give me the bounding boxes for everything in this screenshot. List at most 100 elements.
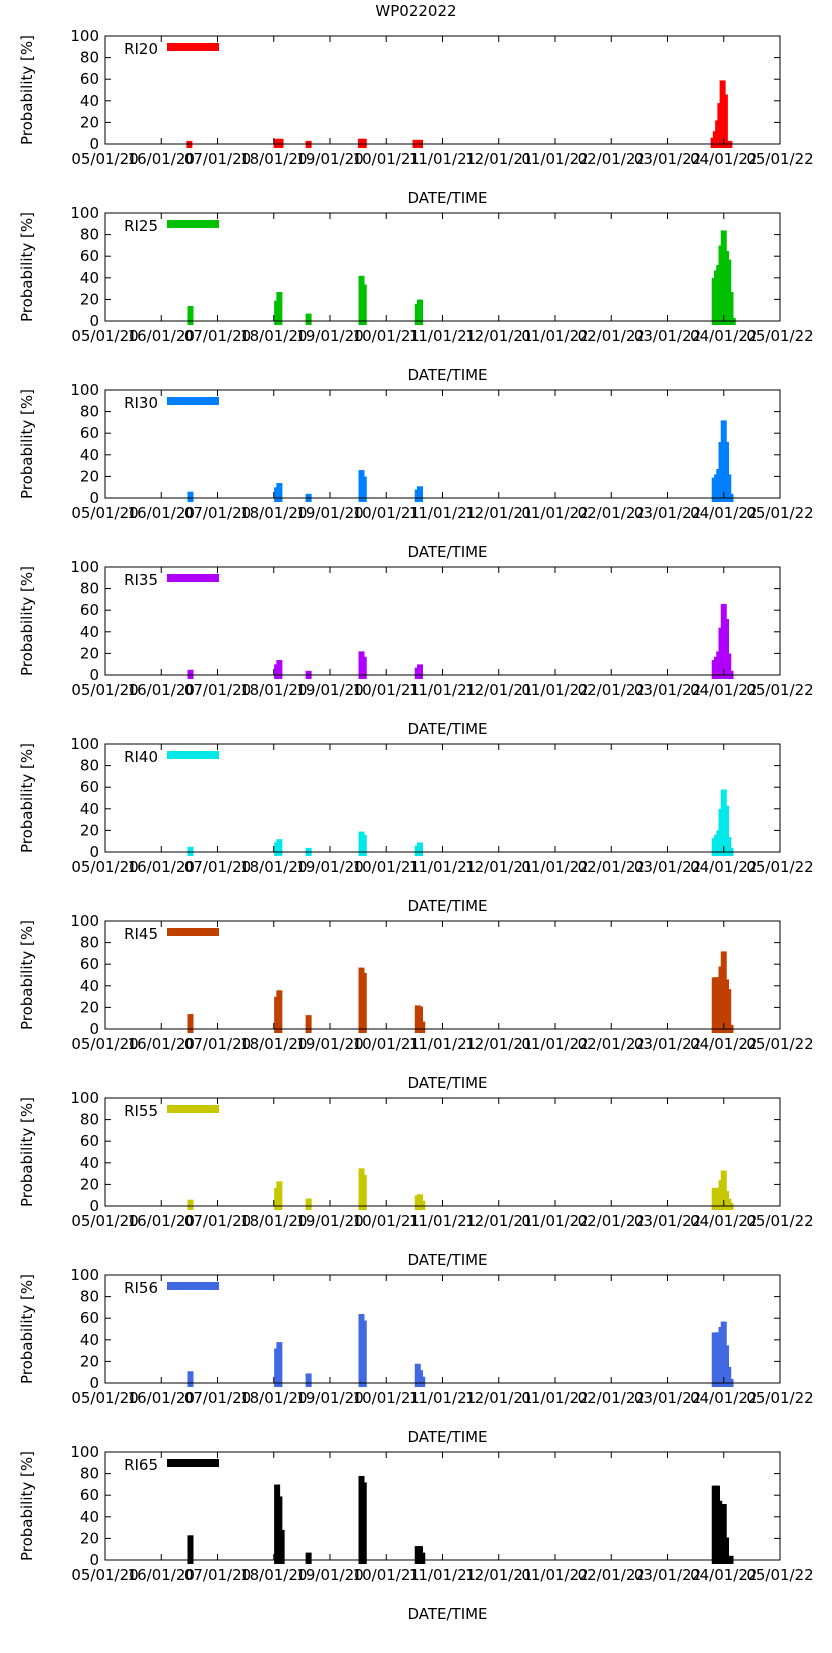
bar bbox=[305, 1015, 312, 1033]
y-axis-label: Probability [%] bbox=[18, 920, 36, 1030]
x-tick-label: 12/01/21 bbox=[465, 858, 532, 876]
x-tick-label: 02/01/22 bbox=[578, 150, 645, 168]
y-tick-label: 60 bbox=[80, 1486, 99, 1504]
y-tick-label: 0 bbox=[89, 666, 99, 684]
bar bbox=[276, 292, 283, 325]
chart-panel-ri30: 0 20 40 60 80 100 05/01/2016/01/2007/01/2018/0… bbox=[18, 381, 814, 561]
x-tick-label: 05/01/22 bbox=[746, 1389, 813, 1407]
bar bbox=[360, 138, 367, 148]
x-tick-label: 03/01/22 bbox=[634, 1212, 701, 1230]
x-axis-label: DATE/TIME bbox=[407, 366, 487, 384]
y-tick-label: 20 bbox=[80, 467, 99, 485]
bar bbox=[360, 834, 367, 856]
bar bbox=[187, 669, 194, 679]
bar bbox=[727, 292, 734, 325]
x-tick-label: 07/01/20 bbox=[184, 681, 251, 699]
y-tick-label: 80 bbox=[80, 1465, 99, 1483]
y-axis-label: Probability [%] bbox=[18, 212, 36, 322]
y-tick-label: 40 bbox=[80, 1508, 99, 1526]
bar bbox=[277, 138, 284, 148]
x-tick-label: 18/01/20 bbox=[240, 504, 307, 522]
y-tick-label: 20 bbox=[80, 821, 99, 839]
x-tick-label: 05/01/22 bbox=[746, 858, 813, 876]
x-tick-label: 16/01/20 bbox=[128, 150, 195, 168]
bar bbox=[187, 1199, 194, 1210]
x-tick-label: 18/01/20 bbox=[240, 1566, 307, 1584]
x-tick-label: 05/01/20 bbox=[71, 1389, 138, 1407]
x-tick-label: 07/01/20 bbox=[184, 504, 251, 522]
y-axis-label: Probability [%] bbox=[18, 566, 36, 676]
bar bbox=[187, 306, 194, 325]
legend-label: RI65 bbox=[124, 1456, 158, 1474]
legend-label: RI45 bbox=[124, 925, 158, 943]
x-tick-label: 04/01/22 bbox=[690, 1389, 757, 1407]
bar bbox=[187, 1535, 194, 1564]
x-tick-label: 18/01/20 bbox=[240, 1212, 307, 1230]
x-tick-label: 16/01/20 bbox=[128, 858, 195, 876]
chart-panel-ri56: 0 20 40 60 80 100 05/01/2016/01/2007/01/2018/0… bbox=[18, 1266, 814, 1446]
y-axis-label: Probability [%] bbox=[18, 35, 36, 145]
x-tick-label: 11/01/21 bbox=[409, 150, 476, 168]
y-axis-label: Probability [%] bbox=[18, 1274, 36, 1384]
x-tick-label: 12/01/21 bbox=[465, 1389, 532, 1407]
x-tick-label: 16/01/20 bbox=[128, 681, 195, 699]
plot-frame bbox=[104, 35, 781, 145]
bar bbox=[187, 1371, 194, 1387]
y-tick-label: 20 bbox=[80, 113, 99, 131]
y-axis-label: Probability [%] bbox=[18, 743, 36, 853]
x-tick-label: 11/01/21 bbox=[409, 504, 476, 522]
y-tick-label: 100 bbox=[70, 735, 99, 753]
bar bbox=[276, 483, 283, 502]
x-axis-label: DATE/TIME bbox=[407, 1074, 487, 1092]
x-tick-label: 03/01/22 bbox=[634, 150, 701, 168]
y-tick-label: 40 bbox=[80, 446, 99, 464]
bar bbox=[187, 491, 194, 502]
x-tick-label: 10/01/21 bbox=[353, 150, 420, 168]
x-tick-label: 16/01/20 bbox=[128, 327, 195, 345]
legend-swatch bbox=[167, 751, 219, 759]
x-tick-label: 05/01/20 bbox=[71, 150, 138, 168]
y-tick-label: 60 bbox=[80, 70, 99, 88]
x-tick-label: 05/01/20 bbox=[71, 1566, 138, 1584]
bar bbox=[419, 1021, 426, 1033]
x-tick-label: 18/01/20 bbox=[240, 327, 307, 345]
x-tick-label: 11/01/21 bbox=[409, 1212, 476, 1230]
x-tick-label: 05/01/20 bbox=[71, 681, 138, 699]
x-tick-label: 10/01/21 bbox=[353, 1035, 420, 1053]
x-tick-label: 05/01/20 bbox=[71, 1212, 138, 1230]
x-tick-label: 19/01/20 bbox=[296, 1389, 363, 1407]
x-tick-label: 19/01/20 bbox=[296, 1566, 363, 1584]
y-axis-label: Probability [%] bbox=[18, 1451, 36, 1561]
bar bbox=[725, 653, 732, 679]
x-tick-label: 03/01/22 bbox=[634, 1389, 701, 1407]
bar bbox=[360, 1482, 367, 1564]
y-tick-label: 60 bbox=[80, 778, 99, 796]
x-tick-label: 19/01/20 bbox=[296, 504, 363, 522]
x-tick-label: 16/01/20 bbox=[128, 1389, 195, 1407]
x-axis-label: DATE/TIME bbox=[407, 720, 487, 738]
x-tick-label: 12/01/21 bbox=[465, 1566, 532, 1584]
x-tick-label: 01/01/22 bbox=[521, 858, 588, 876]
legend-label: RI35 bbox=[124, 571, 158, 589]
y-tick-label: 60 bbox=[80, 424, 99, 442]
bar bbox=[725, 1366, 732, 1387]
x-axis-label: DATE/TIME bbox=[407, 897, 487, 915]
plot-frame bbox=[104, 920, 781, 1030]
x-tick-label: 16/01/20 bbox=[128, 1035, 195, 1053]
x-tick-label: 10/01/21 bbox=[353, 1212, 420, 1230]
legend-label: RI20 bbox=[124, 40, 158, 58]
y-tick-label: 0 bbox=[89, 843, 99, 861]
bar bbox=[723, 1345, 729, 1387]
x-tick-label: 12/01/21 bbox=[465, 150, 532, 168]
bar bbox=[305, 1373, 312, 1387]
x-tick-label: 11/01/21 bbox=[409, 327, 476, 345]
x-axis-label: DATE/TIME bbox=[407, 189, 487, 207]
x-tick-label: 07/01/20 bbox=[184, 327, 251, 345]
y-tick-label: 40 bbox=[80, 269, 99, 287]
legend-swatch bbox=[167, 1459, 219, 1467]
x-tick-label: 11/01/21 bbox=[409, 1035, 476, 1053]
y-tick-label: 0 bbox=[89, 135, 99, 153]
x-tick-label: 02/01/22 bbox=[578, 1389, 645, 1407]
legend-swatch bbox=[167, 928, 219, 936]
